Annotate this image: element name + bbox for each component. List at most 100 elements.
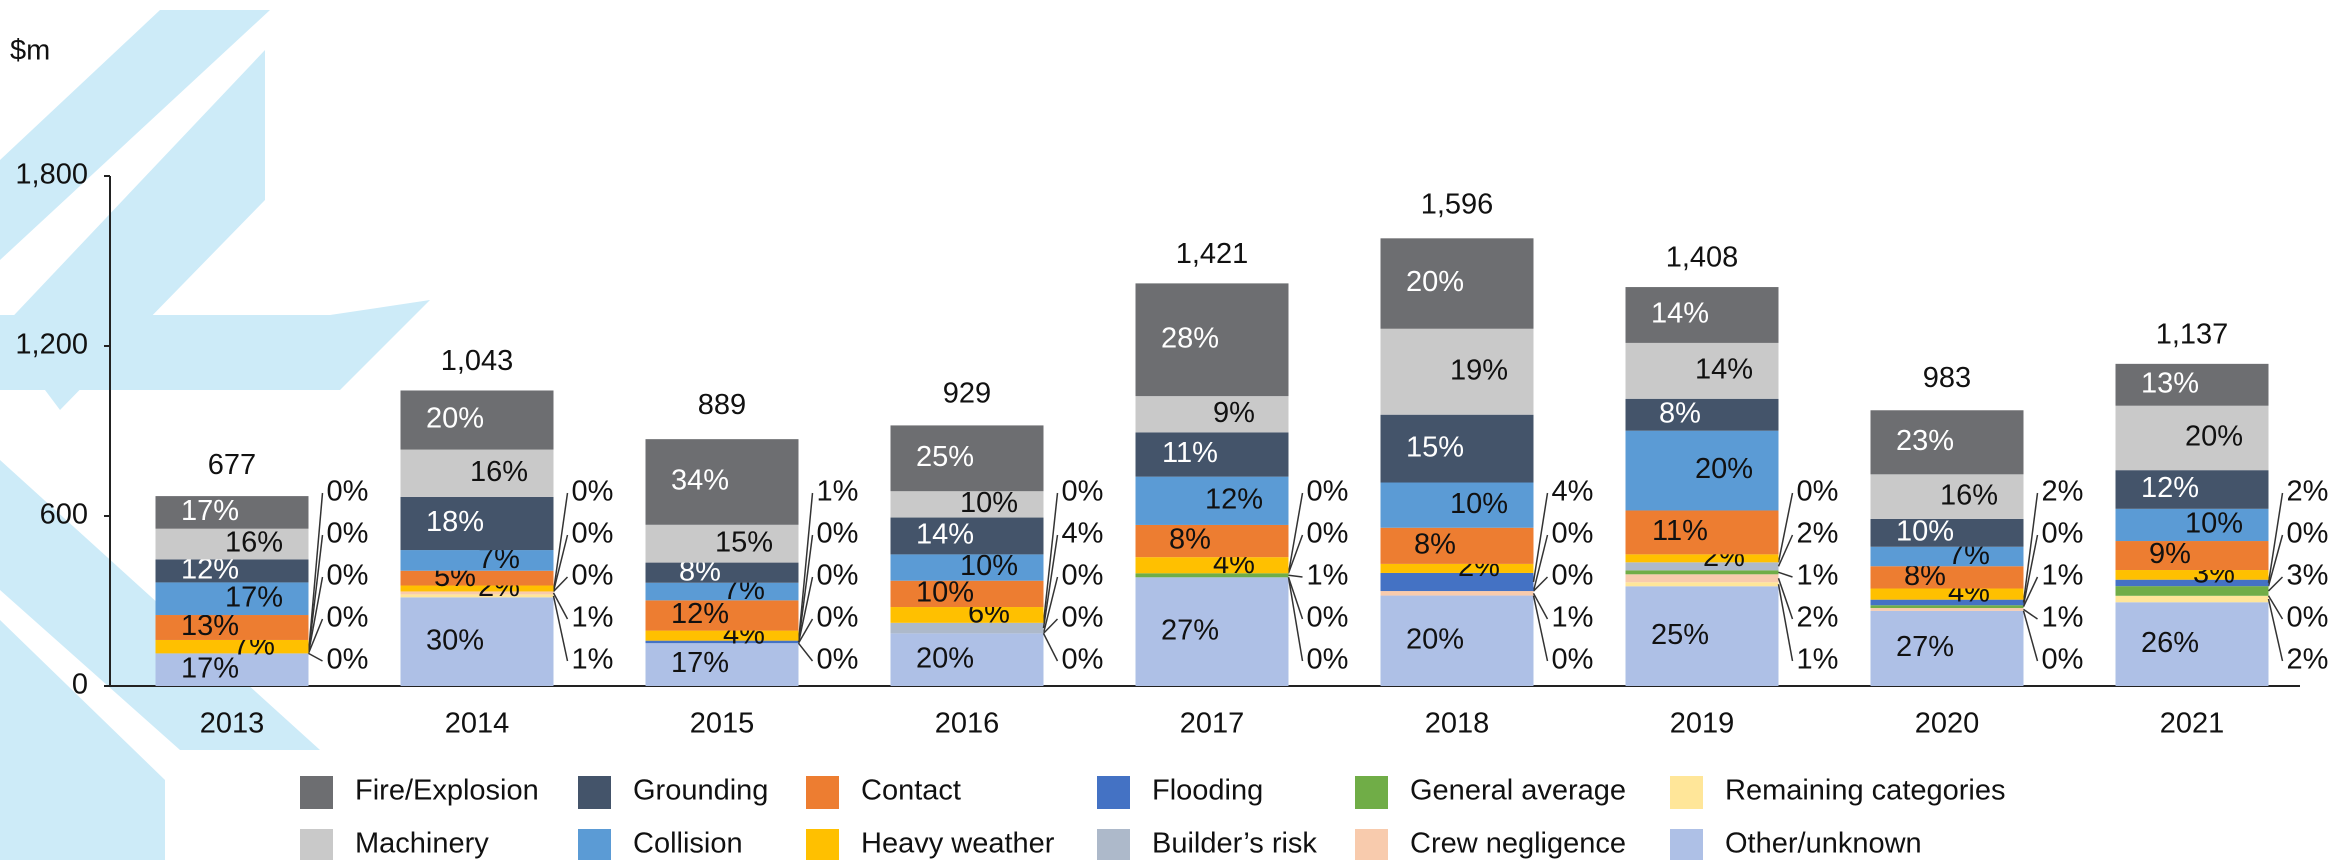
legend-label: Heavy weather — [861, 828, 1055, 860]
data-label: 0% — [2042, 644, 2084, 676]
data-label: 9% — [2149, 538, 2191, 570]
bar-segment — [2115, 508, 2269, 542]
leader-line — [307, 576, 324, 654]
legend-swatch — [806, 776, 839, 809]
data-label: 16% — [470, 456, 528, 488]
leader-line — [1288, 574, 1303, 578]
legend-label: Contact — [861, 775, 961, 807]
data-label: 12% — [671, 598, 729, 630]
data-label: 1% — [817, 476, 859, 508]
total-label: 1,408 — [1666, 242, 1739, 274]
leader-line — [1042, 492, 1059, 623]
data-label: 0% — [572, 560, 614, 592]
bar-segment — [155, 496, 309, 529]
data-label: 9% — [1213, 397, 1255, 429]
data-label: 17% — [181, 495, 239, 527]
leader-line — [1532, 492, 1549, 583]
data-label: 0% — [2042, 518, 2084, 550]
data-label: 17% — [181, 652, 239, 684]
total-label: 1,421 — [1176, 238, 1249, 270]
bar-segment — [1870, 610, 2024, 686]
leader-line — [1532, 595, 1549, 662]
data-label: 3% — [2287, 560, 2329, 592]
data-label: 20% — [916, 642, 974, 674]
data-label: 14% — [916, 519, 974, 551]
bar-segment — [1380, 595, 1534, 686]
data-label: 10% — [916, 577, 974, 609]
data-label: 0% — [327, 602, 369, 634]
bar-segment — [155, 615, 309, 640]
data-label: 25% — [916, 441, 974, 473]
data-label: 10% — [2185, 508, 2243, 540]
bar-segment — [1625, 342, 1779, 399]
leader-line — [797, 492, 814, 642]
data-label: 1% — [1797, 644, 1839, 676]
bar-segment — [400, 594, 554, 598]
data-label: 23% — [1896, 425, 1954, 457]
bar-segment — [645, 582, 799, 601]
leader-line — [1777, 584, 1794, 662]
data-label: 0% — [817, 518, 859, 550]
legend-swatch — [806, 829, 839, 860]
bar-segment — [1625, 510, 1779, 555]
data-label: 18% — [426, 506, 484, 538]
data-label: 1% — [1307, 560, 1349, 592]
leader-line — [308, 652, 323, 662]
legend-swatch — [1097, 776, 1130, 809]
bar-segment — [1870, 605, 2024, 609]
data-label: 11% — [1162, 437, 1218, 469]
leader-line — [1532, 534, 1549, 592]
data-label: 0% — [2287, 518, 2329, 550]
leader-line — [552, 534, 569, 592]
bar-segment — [2115, 570, 2269, 580]
leader-line — [2022, 492, 2039, 603]
bar-segment — [400, 390, 554, 450]
total-label: 1,137 — [2156, 319, 2229, 351]
leader-line — [552, 592, 569, 620]
data-label: 30% — [426, 624, 484, 656]
data-label: 0% — [327, 644, 369, 676]
data-label: 16% — [225, 527, 283, 559]
bar-segment — [400, 550, 554, 571]
bar-segment — [1625, 398, 1779, 431]
bar-segment — [155, 639, 309, 654]
data-label: 2% — [2287, 476, 2329, 508]
bar-segment — [2115, 405, 2269, 471]
leader-line — [1777, 578, 1794, 620]
chevron — [0, 620, 165, 860]
data-label: 34% — [671, 465, 729, 497]
leader-line — [1287, 577, 1304, 662]
chevron — [0, 300, 430, 390]
bar-segment — [1135, 573, 1289, 578]
legend-swatch — [300, 829, 333, 860]
bar-segment — [1135, 283, 1289, 397]
data-label: 14% — [1651, 298, 1709, 330]
bar-segment — [2115, 470, 2269, 509]
data-label: 0% — [1307, 518, 1349, 550]
bar-segment — [1135, 396, 1289, 433]
total-label: 983 — [1923, 362, 1971, 394]
x-tick-label: 2019 — [1670, 708, 1735, 740]
data-label: 12% — [2141, 472, 2199, 504]
x-tick-label: 2017 — [1180, 708, 1245, 740]
total-label: 677 — [208, 449, 256, 481]
data-label: 25% — [1651, 619, 1709, 651]
data-label: 0% — [1552, 518, 1594, 550]
leader-line — [2022, 610, 2039, 662]
bar-segment — [155, 559, 309, 583]
data-label: 0% — [572, 476, 614, 508]
bar-segment — [1135, 432, 1289, 477]
data-label: 1% — [2042, 602, 2084, 634]
data-label: 0% — [1307, 644, 1349, 676]
data-label: 1% — [572, 602, 614, 634]
data-label: 10% — [1450, 488, 1508, 520]
data-label: 26% — [2141, 627, 2199, 659]
x-tick-label: 2013 — [200, 708, 265, 740]
legend-label: Fire/Explosion — [355, 775, 539, 807]
bar-segment — [1870, 588, 2024, 600]
bar-segment — [645, 643, 799, 686]
leader-line — [1532, 592, 1549, 620]
data-label: 8% — [1169, 524, 1211, 556]
data-label: 0% — [1552, 644, 1594, 676]
